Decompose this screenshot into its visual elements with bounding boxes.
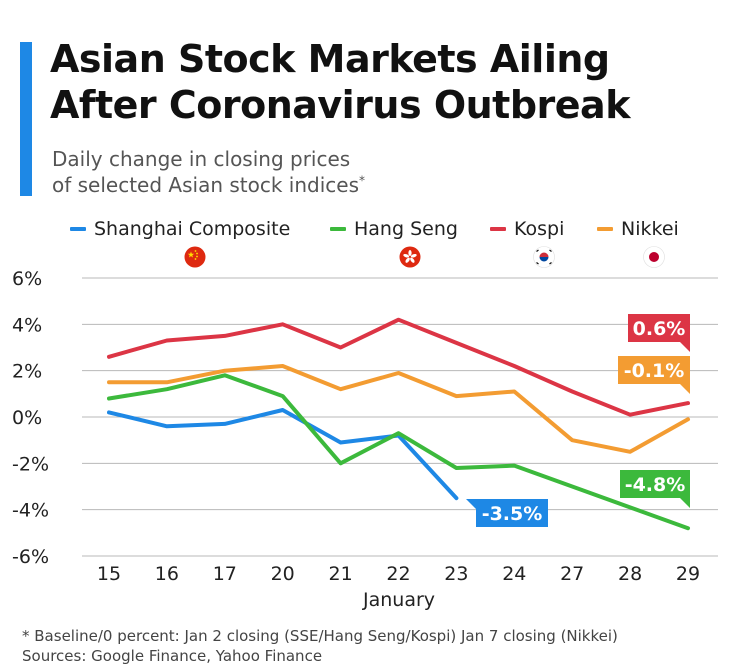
hong-kong-flag-icon — [399, 246, 421, 268]
chart-subtitle: Daily change in closing prices of select… — [52, 146, 652, 198]
x-tick-label: 28 — [618, 563, 642, 585]
svg-text:-3.5%: -3.5% — [482, 503, 543, 525]
legend-label-kospi: Kospi — [514, 218, 565, 240]
x-tick-label: 27 — [560, 563, 584, 585]
legend-item-hang-seng: Hang Seng — [330, 218, 458, 240]
x-tick-label: 29 — [676, 563, 700, 585]
svg-text:-0.1%: -0.1% — [624, 360, 685, 382]
svg-text:-4.8%: -4.8% — [625, 474, 686, 496]
series-line-hang-seng — [107, 373, 690, 531]
subtitle-line-2-text: of selected Asian stock indices — [52, 173, 360, 197]
subtitle-line-1: Daily change in closing prices — [52, 147, 351, 171]
legend-swatch-kospi — [490, 227, 506, 231]
legend-item-nikkei: Nikkei — [597, 218, 679, 240]
subtitle-line-2: of selected Asian stock indices* — [52, 172, 652, 198]
y-tick-label: 4% — [12, 314, 42, 336]
title-line-1: Asian Stock Markets Ailing — [50, 37, 610, 81]
legend-label-hang-seng: Hang Seng — [354, 218, 458, 240]
x-tick-label: 22 — [386, 563, 410, 585]
chart-title: Asian Stock Markets Ailing After Coronav… — [50, 36, 740, 128]
subtitle-footnote-mark: * — [359, 173, 366, 188]
y-tick-label: -2% — [12, 453, 49, 475]
y-tick-label: 0% — [12, 407, 42, 429]
legend-label-nikkei: Nikkei — [621, 218, 679, 240]
legend-item-shanghai: Shanghai Composite — [70, 218, 290, 240]
end-label-shanghai: -3.5% — [466, 499, 548, 527]
title-accent-bar — [20, 42, 32, 196]
end-label-hang-seng: -4.8% — [620, 470, 690, 508]
x-tick-label: 23 — [444, 563, 468, 585]
legend-swatch-hang-seng — [330, 227, 346, 231]
x-tick-label: 17 — [213, 563, 237, 585]
series-line-nikkei — [107, 364, 690, 454]
china-flag-icon — [184, 246, 206, 268]
south-korea-flag-icon — [533, 246, 555, 268]
x-tick-label: 16 — [155, 563, 179, 585]
chart-footer: * Baseline/0 percent: Jan 2 closing (SSE… — [22, 626, 742, 666]
legend-item-kospi: Kospi — [490, 218, 564, 240]
y-tick-label: -6% — [12, 546, 49, 568]
series-line-shanghai — [107, 408, 459, 501]
x-tick-label: 21 — [329, 563, 353, 585]
end-label-kospi: 0.6% — [628, 314, 690, 352]
y-tick-label: -4% — [12, 500, 49, 522]
x-tick-label: 24 — [502, 563, 526, 585]
sources: Sources: Google Finance, Yahoo Finance — [22, 647, 323, 665]
legend-swatch-shanghai — [70, 227, 86, 231]
line-chart: 6% 4% 2% 0% -2% -4% -6% 15 16 17 20 21 22 23 24 27 28 29 J… — [12, 268, 718, 611]
svg-text:0.6%: 0.6% — [633, 318, 686, 340]
y-tick-label: 2% — [12, 361, 42, 383]
end-label-nikkei: -0.1% — [618, 356, 690, 394]
legend-label-shanghai: Shanghai Composite — [94, 218, 291, 240]
x-axis-label: January — [362, 589, 435, 611]
series-line-kospi — [107, 317, 690, 417]
footnote: * Baseline/0 percent: Jan 2 closing (SSE… — [22, 627, 618, 645]
japan-flag-icon — [643, 246, 665, 268]
x-tick-label: 15 — [97, 563, 121, 585]
title-line-2: After Coronavirus Outbreak — [50, 83, 630, 127]
legend-swatch-nikkei — [597, 227, 613, 231]
x-tick-label: 20 — [271, 563, 295, 585]
y-tick-label: 6% — [12, 268, 42, 290]
